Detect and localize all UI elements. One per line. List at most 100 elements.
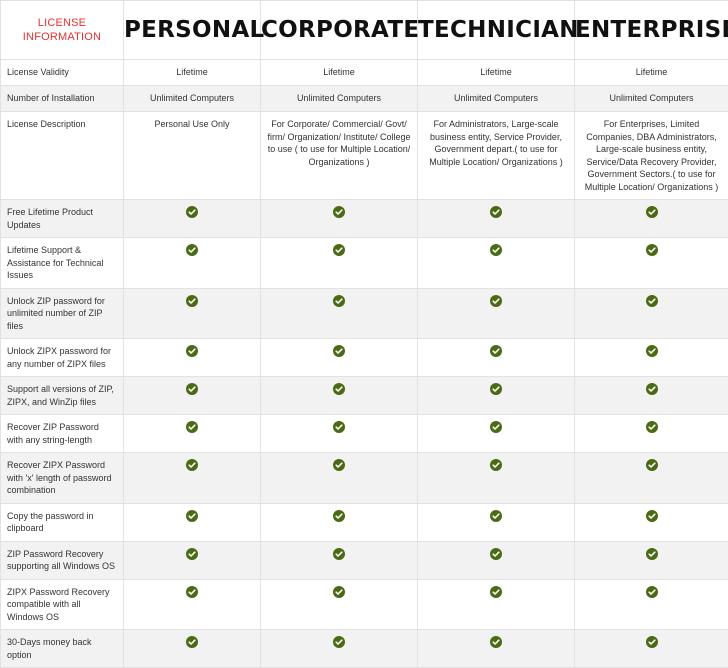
check-circle-icon bbox=[333, 421, 345, 433]
check-circle-icon bbox=[186, 548, 198, 560]
plan-value: For Corporate/ Commercial/ Govt/ firm/ O… bbox=[261, 112, 418, 200]
check-circle-icon bbox=[646, 421, 658, 433]
check-circle-icon bbox=[333, 206, 345, 218]
feature-included-cell bbox=[418, 630, 575, 668]
feature-included-cell bbox=[124, 415, 261, 453]
plan-value: Unlimited Computers bbox=[261, 86, 418, 112]
check-circle-icon bbox=[646, 295, 658, 307]
feature-label: ZIPX Password Recovery compatible with a… bbox=[1, 579, 124, 630]
feature-included-cell bbox=[124, 579, 261, 630]
table-row: Unlock ZIP password for unlimited number… bbox=[1, 288, 728, 339]
feature-included-cell bbox=[575, 541, 728, 579]
feature-included-cell bbox=[418, 503, 575, 541]
check-circle-icon bbox=[646, 244, 658, 256]
check-circle-icon bbox=[646, 636, 658, 648]
plan-header-technician: TECHNICIAN bbox=[418, 1, 575, 60]
plan-value: Lifetime bbox=[575, 60, 728, 86]
check-circle-icon bbox=[490, 636, 502, 648]
feature-label: Unlock ZIPX password for any number of Z… bbox=[1, 339, 124, 377]
table-row: Free Lifetime Product Updates bbox=[1, 200, 728, 238]
check-circle-icon bbox=[646, 586, 658, 598]
license-information-text: LICENSE INFORMATION bbox=[1, 16, 123, 44]
feature-included-cell bbox=[575, 503, 728, 541]
feature-included-cell bbox=[124, 541, 261, 579]
check-circle-icon bbox=[490, 244, 502, 256]
feature-included-cell bbox=[418, 339, 575, 377]
feature-included-cell bbox=[575, 579, 728, 630]
check-circle-icon bbox=[186, 244, 198, 256]
plan-value: For Enterprises, Limited Companies, DBA … bbox=[575, 112, 728, 200]
check-circle-icon bbox=[490, 383, 502, 395]
check-circle-icon bbox=[333, 510, 345, 522]
feature-included-cell bbox=[261, 339, 418, 377]
feature-included-cell bbox=[124, 288, 261, 339]
check-circle-icon bbox=[186, 295, 198, 307]
feature-included-cell bbox=[124, 377, 261, 415]
check-circle-icon bbox=[646, 459, 658, 471]
plan-value: Unlimited Computers bbox=[418, 86, 575, 112]
check-circle-icon bbox=[186, 345, 198, 357]
check-circle-icon bbox=[186, 586, 198, 598]
plan-name: CORPORATE bbox=[261, 17, 417, 43]
feature-included-cell bbox=[261, 541, 418, 579]
feature-included-cell bbox=[575, 200, 728, 238]
check-circle-icon bbox=[333, 548, 345, 560]
check-circle-icon bbox=[333, 345, 345, 357]
feature-included-cell bbox=[261, 630, 418, 668]
feature-included-cell bbox=[261, 503, 418, 541]
check-circle-icon bbox=[333, 636, 345, 648]
feature-included-cell bbox=[418, 579, 575, 630]
feature-included-cell bbox=[575, 415, 728, 453]
feature-included-cell bbox=[124, 453, 261, 504]
table-row: Copy the password in clipboard bbox=[1, 503, 728, 541]
feature-included-cell bbox=[124, 339, 261, 377]
table-row: Lifetime Support & Assistance for Techni… bbox=[1, 238, 728, 289]
table-row: ZIP Password Recovery supporting all Win… bbox=[1, 541, 728, 579]
feature-included-cell bbox=[575, 238, 728, 289]
feature-included-cell bbox=[124, 200, 261, 238]
check-circle-icon bbox=[186, 636, 198, 648]
feature-included-cell bbox=[261, 288, 418, 339]
feature-included-cell bbox=[261, 579, 418, 630]
feature-label: Support all versions of ZIP, ZIPX, and W… bbox=[1, 377, 124, 415]
check-circle-icon bbox=[333, 459, 345, 471]
feature-included-cell bbox=[575, 288, 728, 339]
check-circle-icon bbox=[490, 421, 502, 433]
plan-value: Lifetime bbox=[124, 60, 261, 86]
check-circle-icon bbox=[186, 421, 198, 433]
table-row: Recover ZIPX Password with 'x' length of… bbox=[1, 453, 728, 504]
feature-included-cell bbox=[418, 453, 575, 504]
feature-included-cell bbox=[124, 503, 261, 541]
feature-label: Copy the password in clipboard bbox=[1, 503, 124, 541]
table-row: 30-Days money back option bbox=[1, 630, 728, 668]
plan-header-personal: PERSONAL bbox=[124, 1, 261, 60]
plan-value: Personal Use Only bbox=[124, 112, 261, 200]
check-circle-icon bbox=[646, 510, 658, 522]
feature-label: 30-Days money back option bbox=[1, 630, 124, 668]
check-circle-icon bbox=[186, 206, 198, 218]
feature-included-cell bbox=[575, 630, 728, 668]
plan-value: Unlimited Computers bbox=[575, 86, 728, 112]
feature-included-cell bbox=[418, 377, 575, 415]
feature-label: Free Lifetime Product Updates bbox=[1, 200, 124, 238]
feature-included-cell bbox=[261, 453, 418, 504]
table-row: ZIPX Password Recovery compatible with a… bbox=[1, 579, 728, 630]
check-circle-icon bbox=[490, 548, 502, 560]
plan-name: PERSONAL bbox=[124, 17, 260, 43]
feature-included-cell bbox=[124, 238, 261, 289]
table-row: Recover ZIP Password with any string-len… bbox=[1, 415, 728, 453]
plan-name: ENTERPRISE bbox=[575, 17, 728, 43]
check-circle-icon bbox=[646, 206, 658, 218]
feature-label: Unlock ZIP password for unlimited number… bbox=[1, 288, 124, 339]
check-circle-icon bbox=[646, 345, 658, 357]
plan-value: Unlimited Computers bbox=[124, 86, 261, 112]
check-circle-icon bbox=[490, 345, 502, 357]
check-circle-icon bbox=[646, 383, 658, 395]
feature-included-cell bbox=[261, 415, 418, 453]
check-circle-icon bbox=[490, 510, 502, 522]
feature-label: License Description bbox=[1, 112, 124, 200]
